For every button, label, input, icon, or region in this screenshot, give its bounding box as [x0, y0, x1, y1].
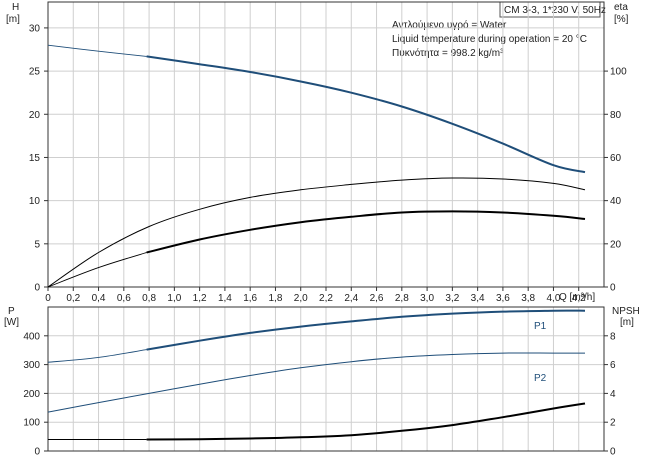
top-x-tick-label-8: 1,6 — [243, 293, 257, 304]
top-x-tick-label-15: 3,0 — [420, 293, 434, 304]
bottom-left-tick-label-1: 100 — [23, 418, 40, 429]
top-left-axis-label-unit: [m] — [6, 14, 20, 25]
annotation-liquid: Αντλούμενο υγρό = Water — [392, 19, 507, 31]
top-x-tick-label-13: 2,6 — [370, 293, 384, 304]
top-left-tick-label-0: 0 — [34, 283, 40, 294]
top-x-tick-label-9: 1,8 — [269, 293, 283, 304]
bottom-left-axis-label-unit: [W] — [4, 317, 19, 328]
top-series-1-line — [47, 177, 586, 288]
top-x-tick-label-7: 1,4 — [218, 293, 232, 304]
series-label-p2: P2 — [534, 373, 547, 384]
bottom-left-tick-label-3: 300 — [23, 360, 40, 371]
top-right-axis-label-unit: [%] — [614, 14, 629, 25]
bottom-right-axis-label-unit: [m] — [620, 317, 634, 328]
top-right-tick-label-3: 60 — [610, 153, 622, 164]
top-left-tick-label-6: 30 — [29, 23, 41, 34]
top-right-tick-label-4: 80 — [610, 110, 622, 121]
top-right-tick-label-5: 100 — [610, 67, 627, 78]
top-left-tick-label-5: 25 — [29, 67, 41, 78]
bottom-series-0-line — [146, 309, 586, 351]
bottom-series-1-line — [47, 352, 585, 413]
top-left-tick-label-4: 20 — [29, 110, 41, 121]
annotations: Αντλούμενο υγρό = Water Liquid temperatu… — [392, 19, 587, 59]
top-x-tick-label-17: 3,4 — [471, 293, 485, 304]
annotation-temperature: Liquid temperature during operation = 20… — [392, 34, 587, 45]
top-x-tick-label-20: 4,0 — [547, 293, 561, 304]
x-axis-label: Q [m³/h] — [559, 292, 595, 303]
top-x-tick-label-10: 2,0 — [294, 293, 308, 304]
chart-header-text: CM 3-3, 1*230 V, 50Hz — [504, 5, 606, 16]
bottom-series-0-extension-line — [47, 349, 147, 363]
top-right-tick-label-2: 40 — [610, 196, 622, 207]
top-series-2-line — [146, 210, 586, 254]
top-left-axis-label-quantity: H — [12, 2, 19, 13]
bottom-right-tick-label-1: 2 — [610, 418, 616, 429]
top-x-tick-label-21: 4,2 — [572, 293, 586, 304]
bottom-left-tick-label-0: 0 — [34, 447, 40, 458]
top-x-tick-label-6: 1,2 — [193, 293, 207, 304]
top-x-tick-label-11: 2,2 — [319, 293, 333, 304]
annotation-density: Πυκνότητα = 998.2 kg/m³ — [392, 47, 504, 59]
top-x-tick-label-16: 3,2 — [445, 293, 459, 304]
top-left-tick-label-1: 5 — [34, 239, 40, 250]
bottom-right-tick-label-2: 4 — [610, 389, 616, 400]
top-plot: 0 5 10 15 20 25 30 0 20 40 60 80 100 0 0,2 0,4 0,6 0,8 1,0… — [29, 1, 627, 304]
bottom-left-tick-label-2: 200 — [23, 389, 40, 400]
top-x-tick-label-0: 0 — [45, 293, 51, 304]
bottom-plot: 0 100 200 300 400 0 2 4 6 8 — [23, 306, 616, 458]
top-series-2-extension-line — [47, 252, 147, 288]
top-x-tick-label-3: 0,6 — [117, 293, 131, 304]
bottom-right-tick-label-0: 0 — [610, 447, 616, 458]
top-x-tick-label-4: 0,8 — [142, 293, 156, 304]
bottom-right-tick-label-3: 6 — [610, 360, 616, 371]
top-x-tick-label-12: 2,4 — [344, 293, 358, 304]
top-x-tick-label-1: 0,2 — [66, 293, 80, 304]
series-label-p1: P1 — [534, 321, 547, 332]
bottom-right-axis-label-quantity: NPSH — [612, 306, 640, 317]
top-x-tick-label-18: 3,6 — [496, 293, 510, 304]
bottom-left-axis-label-quantity: P — [8, 306, 15, 317]
top-series-0-line — [146, 55, 586, 174]
top-right-axis-label-quantity: eta — [614, 2, 628, 13]
bottom-right-tick-label-4: 8 — [610, 331, 616, 342]
bottom-series-2-line — [146, 402, 586, 441]
top-left-tick-label-3: 15 — [29, 153, 41, 164]
top-x-tick-label-2: 0,4 — [92, 293, 106, 304]
top-x-tick-label-5: 1,0 — [167, 293, 181, 304]
top-left-tick-label-2: 10 — [29, 196, 41, 207]
top-series-0-extension-line — [47, 44, 147, 57]
top-x-tick-label-14: 2,8 — [395, 293, 409, 304]
top-right-tick-label-0: 0 — [610, 283, 616, 294]
bottom-plot-frame — [47, 306, 605, 452]
top-right-tick-label-1: 20 — [610, 239, 622, 250]
top-x-tick-label-19: 3,8 — [521, 293, 535, 304]
bottom-left-tick-label-4: 400 — [23, 331, 40, 342]
